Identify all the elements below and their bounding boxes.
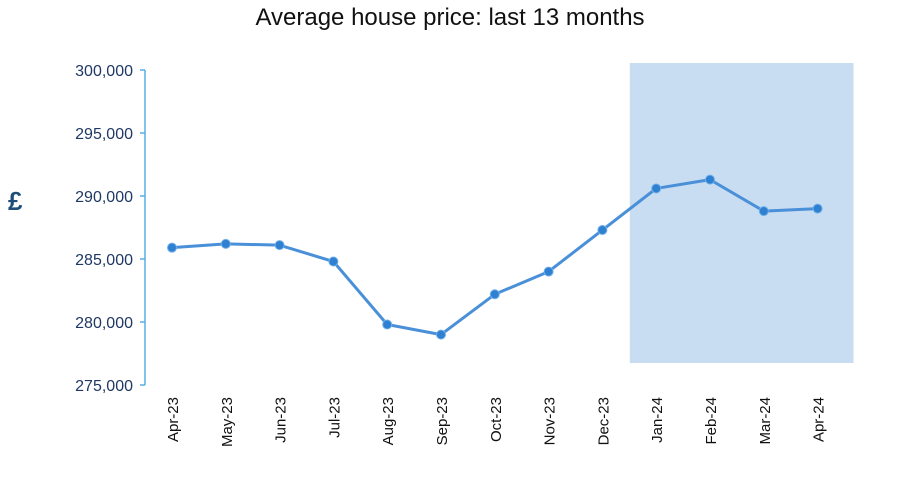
x-tick-label: May-23 — [219, 397, 236, 447]
data-point — [436, 329, 446, 340]
x-tick-label: Dec-23 — [595, 397, 612, 445]
data-point — [758, 206, 769, 217]
x-tick-label: Nov-23 — [542, 397, 559, 445]
data-point — [274, 240, 285, 251]
y-axis-label: £ — [8, 186, 23, 216]
y-tick-label: 290,000 — [75, 189, 133, 206]
y-tick-label: 285,000 — [75, 252, 133, 269]
data-point — [543, 266, 554, 277]
series-layer — [167, 174, 823, 340]
data-point — [167, 242, 177, 253]
data-point — [382, 319, 393, 330]
chart-title: Average house price: last 13 months — [255, 4, 645, 31]
y-tick-label: 275,000 — [75, 378, 133, 395]
x-tick-label: Aug-23 — [380, 397, 397, 445]
x-tick-label: Apr-24 — [811, 397, 828, 442]
data-point — [489, 289, 500, 300]
data-point — [651, 183, 662, 194]
x-tick-label: Sep-23 — [434, 397, 451, 445]
y-tick-label: 280,000 — [75, 315, 133, 332]
data-point — [328, 256, 339, 267]
y-tick-label: 295,000 — [75, 126, 133, 143]
x-tick-label: Jul-23 — [326, 397, 343, 438]
axis-layer — [140, 69, 146, 386]
data-point — [705, 174, 715, 185]
y-tick-label: 300,000 — [75, 63, 133, 80]
x-tick-label: Feb-24 — [703, 397, 720, 445]
data-point — [812, 203, 823, 214]
x-tick-label: Jan-24 — [649, 397, 666, 443]
x-tick-label: Mar-24 — [757, 397, 774, 445]
data-point — [220, 238, 231, 249]
x-tick-label: Oct-23 — [488, 397, 505, 442]
x-tick-label: Jun-23 — [273, 397, 290, 443]
x-tick-label: Apr-23 — [165, 397, 182, 442]
label-layer: 275,000 280,000 285,000 290,000 295,000 300,0… — [75, 63, 827, 447]
data-point — [597, 225, 608, 236]
